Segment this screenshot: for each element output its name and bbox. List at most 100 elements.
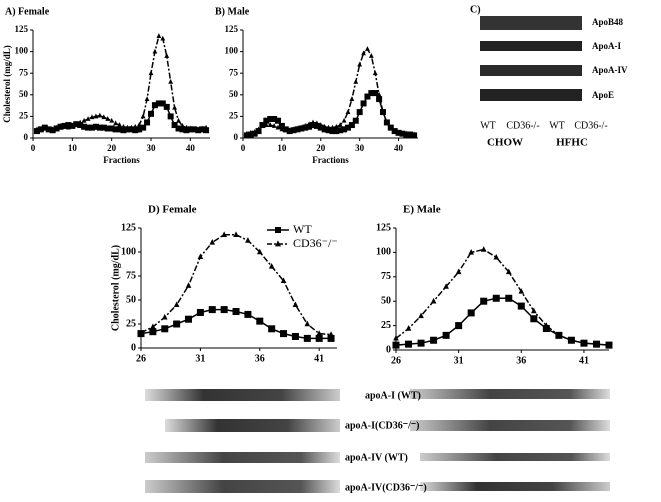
marker	[306, 123, 313, 130]
marker	[148, 110, 154, 117]
marker	[455, 268, 462, 275]
marker	[341, 117, 347, 123]
marker	[418, 312, 424, 319]
group-label: CHOW	[487, 137, 523, 149]
marker	[543, 322, 550, 328]
marker	[209, 239, 216, 245]
x-tick-label: 31	[195, 353, 205, 364]
marker	[148, 70, 154, 76]
marker	[287, 127, 293, 133]
marker	[58, 123, 63, 128]
blot-row-label: apoA-I(CD36⁻/⁻)	[345, 420, 419, 431]
marker	[360, 100, 367, 107]
marker	[392, 128, 398, 134]
marker	[318, 122, 324, 127]
blot-de-bands	[145, 389, 610, 493]
marker	[184, 124, 189, 130]
marker	[54, 124, 59, 130]
marker	[173, 320, 181, 328]
marker	[196, 308, 204, 316]
marker	[333, 123, 339, 129]
marker	[38, 126, 44, 132]
x-tick-label: 41	[314, 353, 324, 364]
marker	[108, 125, 115, 132]
marker	[337, 127, 344, 134]
x-tick-label: 20	[107, 143, 117, 153]
marker	[164, 53, 170, 58]
marker	[295, 125, 300, 131]
marker	[248, 129, 254, 135]
marker	[267, 115, 274, 122]
marker	[233, 231, 239, 237]
blot-row-label: apoA-I (WT)	[365, 390, 421, 401]
marker	[42, 125, 48, 131]
x-tick-label: 26	[136, 353, 146, 364]
marker	[275, 117, 281, 124]
marker	[244, 310, 252, 318]
marker	[97, 112, 103, 118]
marker	[275, 240, 281, 247]
marker	[275, 124, 281, 130]
marker	[179, 126, 186, 133]
marker	[280, 277, 287, 284]
x-axis-label: Fractions	[103, 155, 140, 165]
marker	[455, 322, 463, 330]
marker	[125, 124, 130, 130]
marker	[275, 227, 281, 233]
x-tick-label: 20	[316, 143, 326, 153]
marker	[348, 122, 355, 129]
marker	[556, 332, 562, 338]
band-label: ApoB48	[592, 17, 624, 27]
marker	[92, 123, 99, 130]
y-tick-label: 125	[376, 222, 391, 233]
marker	[81, 117, 87, 123]
marker	[203, 124, 209, 130]
marker	[256, 317, 264, 325]
series-line	[246, 47, 415, 136]
marker	[279, 126, 285, 132]
marker	[109, 117, 115, 123]
marker	[353, 78, 359, 84]
marker	[232, 308, 240, 316]
y-tick-label: 0	[24, 132, 29, 142]
marker	[388, 124, 394, 130]
marker	[322, 123, 328, 129]
marker	[376, 96, 383, 103]
y-tick-label: 25	[381, 320, 391, 331]
marker	[136, 126, 143, 133]
y-tick-label: 100	[15, 46, 29, 56]
x-tick-label: 36	[255, 353, 265, 364]
marker	[77, 122, 84, 129]
marker	[568, 336, 575, 343]
x-tick-label: 36	[516, 355, 526, 366]
marker	[100, 124, 107, 131]
marker	[310, 122, 316, 129]
marker	[151, 102, 158, 109]
marker	[393, 334, 399, 341]
marker	[252, 129, 258, 134]
marker	[256, 126, 261, 132]
marker	[197, 253, 204, 260]
y-tick-label: 50	[126, 294, 136, 305]
marker	[140, 124, 147, 131]
marker	[221, 231, 227, 237]
lane-label: WT	[549, 120, 565, 131]
marker	[364, 93, 371, 100]
series-line	[395, 248, 610, 346]
marker	[138, 329, 144, 335]
marker	[113, 120, 118, 126]
marker	[263, 122, 269, 127]
marker	[260, 123, 265, 128]
marker	[278, 122, 285, 129]
marker	[403, 130, 409, 136]
legend-label: CD36⁻/⁻	[293, 236, 338, 250]
marker	[310, 119, 316, 125]
y-tick-label: 75	[229, 67, 239, 77]
marker	[480, 246, 487, 252]
marker	[442, 331, 450, 339]
y-tick-label: 50	[229, 89, 239, 99]
marker	[144, 96, 150, 102]
marker	[292, 301, 299, 308]
marker	[493, 253, 500, 260]
